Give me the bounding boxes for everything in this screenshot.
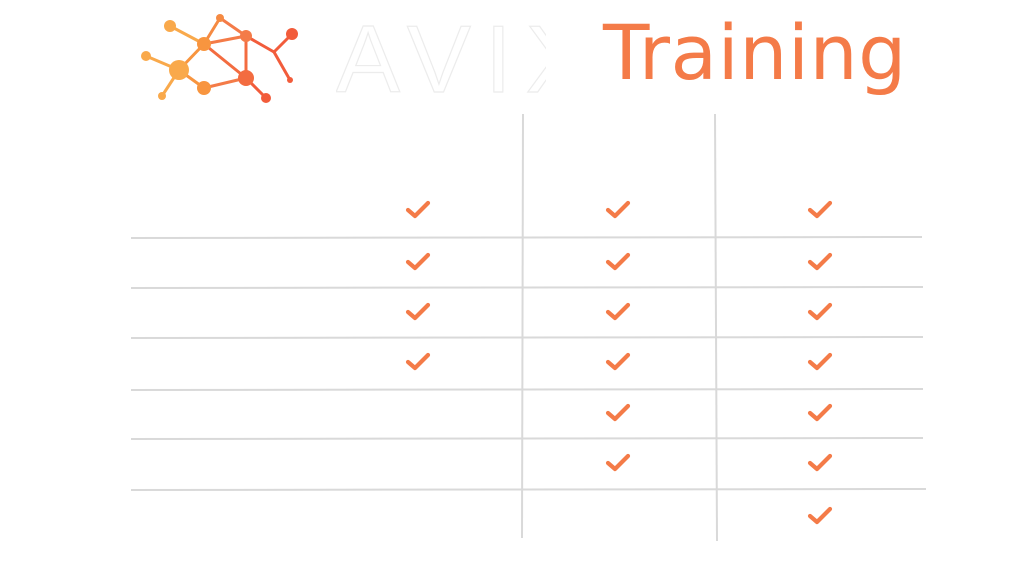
row-divider-5 (130, 437, 924, 440)
checkmark-icon (807, 302, 833, 321)
page-title: Training (603, 8, 907, 97)
checkmark-icon (405, 252, 431, 271)
checkmark-icon (807, 352, 833, 371)
brand-wordmark: AVIX (336, 8, 546, 104)
brand-wordmark-text: AVIX (336, 8, 546, 104)
checkmark-icon (605, 352, 631, 371)
checkmark-icon (605, 302, 631, 321)
checkmark-icon (405, 302, 431, 321)
row-divider-3 (130, 336, 924, 339)
row-divider-6 (130, 488, 927, 491)
checkmark-icon (807, 252, 833, 271)
row-divider-4 (130, 388, 924, 391)
checkmark-icon (807, 403, 833, 422)
checkmark-icon (405, 352, 431, 371)
checkmark-icon (807, 200, 833, 219)
checkmark-icon (605, 453, 631, 472)
row-divider-2 (130, 286, 924, 289)
checkmark-icon (605, 200, 631, 219)
checkmark-icon (405, 200, 431, 219)
checkmark-icon (605, 403, 631, 422)
checkmark-icon (807, 453, 833, 472)
column-divider-1 (521, 113, 524, 539)
checkmark-icon (807, 506, 833, 525)
row-divider-1 (130, 236, 923, 239)
checkmark-icon (605, 252, 631, 271)
column-divider-2 (714, 113, 718, 542)
network-graph-logo (141, 14, 298, 103)
